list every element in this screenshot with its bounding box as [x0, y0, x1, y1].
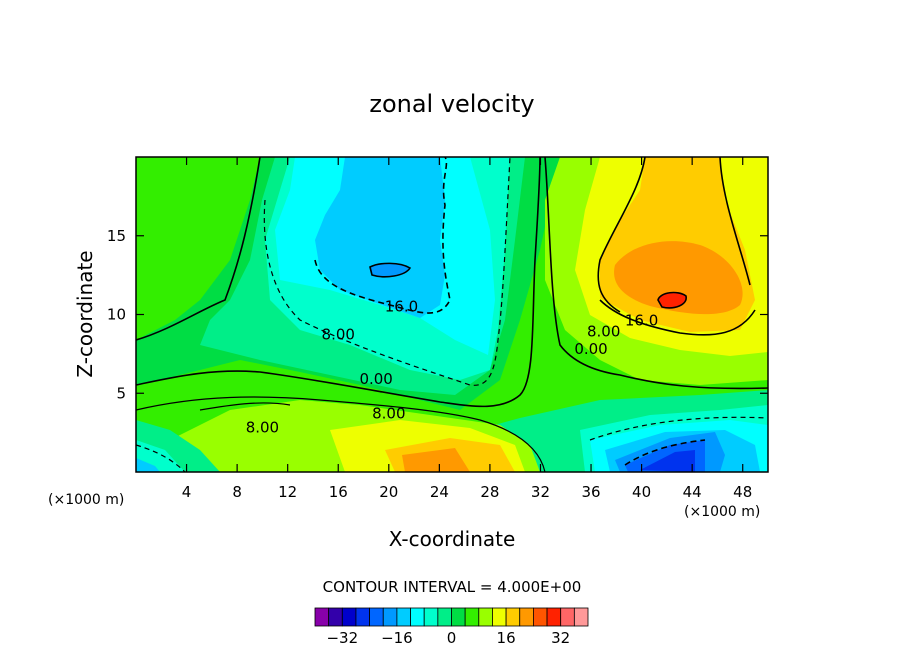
chart-title: zonal velocity	[369, 90, 534, 118]
colorbar-swatch	[492, 607, 507, 627]
x-tick-label: 20	[379, 483, 398, 501]
contour-label: 8.00	[246, 419, 279, 437]
contour-line	[136, 157, 541, 408]
band-blue-core	[370, 263, 410, 277]
x-tick-label: 32	[531, 483, 550, 501]
contour-line	[624, 439, 706, 466]
colorbar-swatch	[341, 607, 357, 627]
x-axis-ticks: 4 8 12 16 20 24 28 32 36 40 44 48	[182, 157, 752, 501]
contour-label: 8.00	[587, 323, 620, 341]
contour-line	[136, 396, 546, 472]
colorbar: −32 −16 0 16 32	[314, 607, 589, 647]
colorbar-swatch	[478, 607, 493, 627]
y-tick-label: 15	[107, 227, 126, 245]
colorbar-swatch	[328, 607, 343, 627]
y-axis-label: Z-coordinate	[73, 250, 97, 377]
colorbar-swatch	[369, 607, 384, 627]
colorbar-swatch	[382, 607, 398, 627]
colorbar-swatch	[560, 607, 575, 627]
colorbar-swatch	[519, 607, 534, 627]
colorbar-swatch	[533, 607, 548, 627]
contour-label: 16.0	[385, 297, 418, 315]
contour-line	[657, 291, 687, 309]
contour-label: 0.00	[359, 370, 392, 388]
colorbar-swatch	[355, 607, 371, 627]
x-tick-label: 40	[632, 483, 651, 501]
contour-line	[199, 402, 291, 411]
colorbar-tick-label: 32	[551, 629, 570, 647]
x-tick-label: 44	[683, 483, 702, 501]
contour-label: 8.00	[372, 404, 405, 422]
colorbar-swatch	[314, 607, 330, 627]
contour-interval: CONTOUR INTERVAL = 4.000E+00	[323, 578, 582, 596]
contour-lines	[136, 157, 768, 472]
x-unit-label: (×1000 m)	[48, 492, 124, 508]
x-axis-label: X-coordinate	[389, 527, 516, 551]
contour-label: 0.00	[574, 340, 607, 358]
colorbar-swatch	[546, 607, 562, 627]
band-red-core	[658, 292, 687, 308]
colorbar-swatch	[505, 607, 521, 627]
colorbar-tick-label: −16	[381, 629, 413, 647]
y-unit-label: (×1000 m)	[684, 504, 760, 520]
colorbar-tick-label: −32	[326, 629, 358, 647]
x-tick-label: 16	[329, 483, 348, 501]
band-navy-right-lower	[640, 450, 695, 472]
band-orange-lower	[402, 448, 470, 472]
contour-label: 8.00	[322, 326, 355, 344]
contour-line	[599, 299, 756, 336]
x-tick-label: 48	[733, 483, 752, 501]
band-lightblue	[315, 157, 445, 318]
colorbar-swatch	[410, 607, 425, 627]
contour-line	[136, 157, 261, 341]
contour-label: 16.0	[625, 312, 658, 330]
contour-line	[369, 262, 412, 278]
x-tick-label: 28	[480, 483, 499, 501]
x-tick-label: 8	[232, 483, 242, 501]
colorbar-swatch	[423, 607, 439, 627]
y-tick-label: 5	[116, 384, 126, 402]
contour-field	[136, 157, 768, 472]
colorbar-swatch	[451, 607, 466, 627]
x-tick-label: 12	[278, 483, 297, 501]
x-tick-label: 36	[581, 483, 600, 501]
y-axis-ticks: 5 10 15	[107, 227, 768, 402]
contour-line	[544, 157, 768, 390]
colorbar-tick-label: 16	[497, 629, 516, 647]
x-tick-label: 24	[430, 483, 449, 501]
contour-line	[589, 416, 768, 441]
colorbar-tick-label: 0	[447, 629, 457, 647]
contour-line	[597, 157, 646, 313]
colorbar-swatch	[396, 607, 411, 627]
y-tick-label: 10	[107, 306, 126, 324]
band-orange-right	[614, 241, 743, 315]
contour-line	[719, 157, 751, 286]
colorbar-swatch	[437, 607, 452, 627]
contour-line	[263, 157, 511, 386]
contour-line	[314, 157, 451, 314]
x-tick-label: 4	[182, 483, 192, 501]
colorbar-swatch	[464, 607, 480, 627]
colorbar-swatch	[573, 607, 589, 627]
band-blue-left-corner	[136, 458, 160, 472]
